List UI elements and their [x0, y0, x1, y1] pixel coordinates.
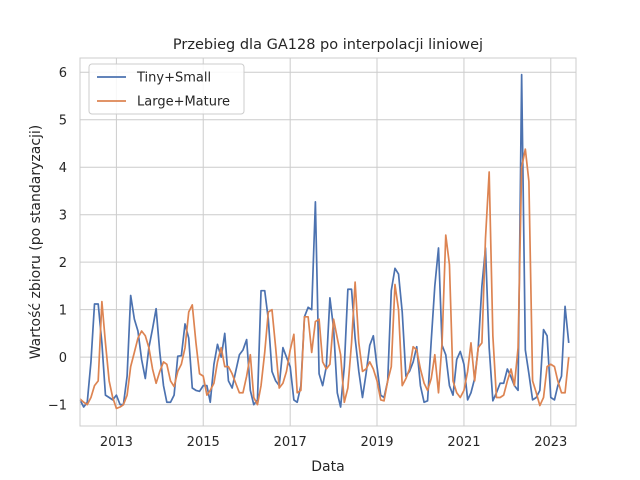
- x-tick-label: 2015: [187, 435, 220, 450]
- series-line-tiny-small: [79, 73, 570, 408]
- y-tick-label: 2: [59, 256, 67, 271]
- plot-border: [79, 57, 577, 427]
- x-tick-label: 2019: [360, 435, 393, 450]
- y-tick-label: 6: [59, 66, 67, 81]
- y-tick-label: 1: [59, 304, 67, 319]
- series-lines: [79, 73, 570, 410]
- x-tick-label: 2023: [534, 435, 567, 450]
- x-tick-label: 2017: [274, 435, 307, 450]
- x-tick-label: 2013: [100, 435, 133, 450]
- grid-lines: [80, 58, 576, 426]
- y-tick-label: 5: [59, 114, 67, 129]
- y-axis-label: Wartość zbioru (po standaryzacji): [28, 125, 44, 360]
- legend: Tiny+Small Large+Mature: [88, 63, 245, 115]
- legend-label: Tiny+Small: [136, 71, 211, 86]
- chart-title: Przebieg dla GA128 po interpolacji linio…: [173, 37, 483, 53]
- x-axis: 2013 2015 2017 2019 2021 2023: [100, 435, 567, 450]
- y-axis: −1 0 1 2 3 4 5 6: [48, 66, 67, 413]
- y-tick-label: 4: [59, 161, 67, 176]
- x-axis-label: Data: [311, 459, 344, 475]
- y-tick-label: 0: [59, 351, 67, 366]
- series-line-large-mature: [79, 148, 570, 410]
- legend-box: [88, 63, 245, 115]
- legend-label: Large+Mature: [137, 95, 230, 110]
- y-tick-label: −1: [48, 399, 67, 414]
- y-tick-label: 3: [59, 209, 67, 224]
- x-tick-label: 2021: [447, 435, 480, 450]
- plot-frame: [79, 57, 577, 427]
